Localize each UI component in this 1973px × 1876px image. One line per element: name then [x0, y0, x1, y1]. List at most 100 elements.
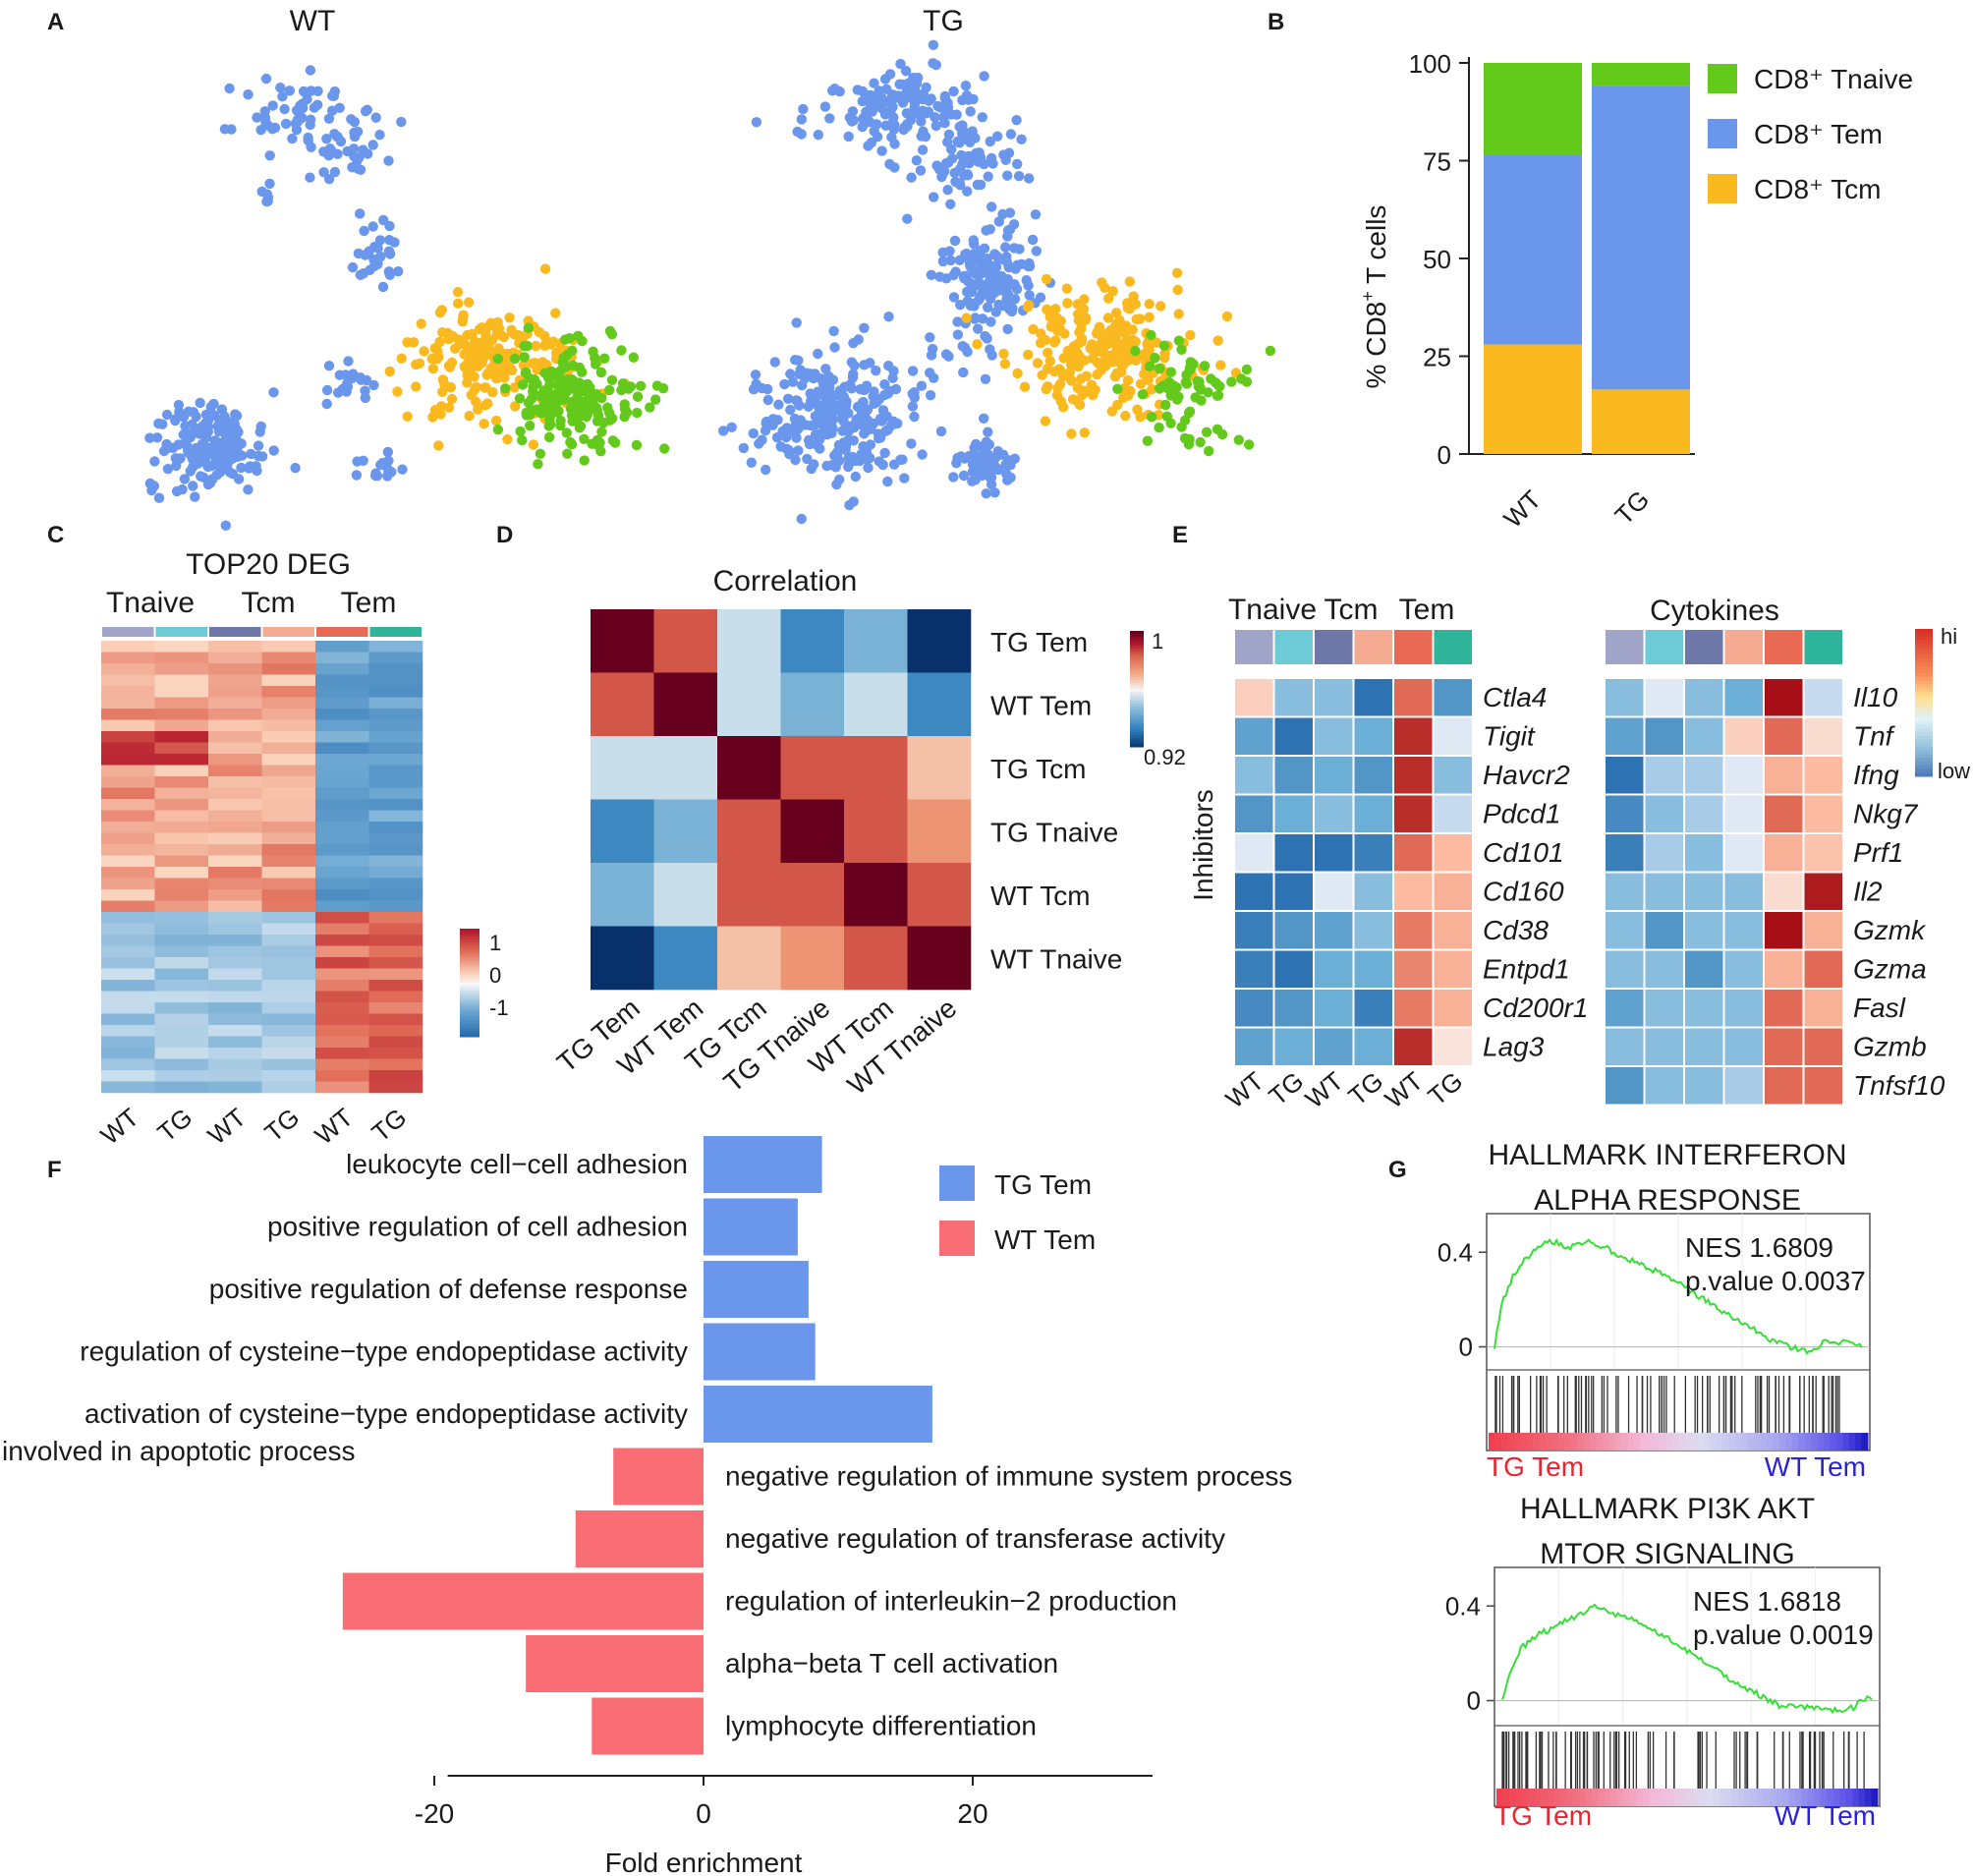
b-y-tick-label: 25 — [1423, 343, 1451, 372]
c-heat-cell — [261, 1058, 316, 1071]
d-colorbar — [1130, 723, 1144, 727]
c-heat-cell — [261, 980, 316, 992]
e-cytokine-cell — [1802, 715, 1844, 757]
d-heat-cell — [591, 799, 654, 864]
tsne-tg-point-tem — [909, 103, 920, 114]
c-heat-cell — [261, 641, 316, 653]
c-heat-cell — [315, 663, 369, 675]
d-heat-cell — [653, 672, 718, 737]
c-heat-cell — [368, 1025, 423, 1037]
g-rank-bar — [1680, 1789, 1688, 1806]
tsne-tg-point-tem — [916, 380, 928, 391]
tsne-tg-point-tem — [925, 390, 936, 401]
tsne-wt-point-tnaive — [567, 404, 578, 416]
tsne-tg-point-tnaive — [1233, 434, 1245, 445]
e-cytokine-cell — [1604, 715, 1646, 757]
tsne-wt-point-tem — [179, 474, 191, 484]
tsne-wt-point-tnaive — [566, 439, 578, 450]
tsne-tg-point-tem — [861, 447, 873, 458]
tsne-tg-point-tcm — [1215, 360, 1226, 370]
tsne-tg-point-tem — [991, 131, 1003, 142]
g-rank-bar — [1767, 1433, 1774, 1450]
e-legend-gradient — [1915, 647, 1933, 652]
d-title: Correlation — [713, 565, 858, 597]
c-heat-cell — [101, 1025, 155, 1037]
g-rank-bar — [1773, 1433, 1780, 1450]
tsne-wt-point-tem — [321, 398, 332, 410]
tsne-tg-point-tem — [804, 438, 816, 450]
tsne-tg-point-tem — [921, 108, 931, 119]
c-heat-cell — [208, 810, 262, 823]
tsne-tg-point-tem — [889, 139, 900, 149]
tsne-tg-point-tem — [796, 513, 807, 525]
c-heat-cell — [315, 900, 369, 913]
e-inhibitor-cell — [1432, 871, 1474, 912]
tsne-wt-point-tnaive — [599, 353, 610, 364]
c-title: TOP20 DEG — [186, 548, 351, 581]
g-right-label: WT Tem — [1765, 1451, 1866, 1482]
e-inhibitor-cell — [1352, 832, 1394, 874]
g-rank-bar — [1610, 1789, 1618, 1806]
tsne-wt-point-tnaive — [562, 448, 573, 459]
tsne-wt-point-tem — [355, 164, 366, 175]
tsne-tg-point-tem — [986, 201, 997, 212]
e-cytokine-cell — [1802, 1026, 1844, 1067]
e-inhibitor-cell — [1392, 715, 1435, 757]
tsne-wt-point-tcm — [474, 352, 485, 363]
tsne-tg-point-tcm — [1076, 373, 1087, 384]
tsne-wt-point-tem — [260, 73, 272, 85]
c-heat-cell — [154, 686, 209, 698]
e-cytokine-cell — [1763, 677, 1805, 718]
tsne-tg-point-tem — [1006, 306, 1018, 317]
tsne-tg-point-tem — [1002, 323, 1013, 335]
tsne-tg-point-tem — [930, 59, 941, 71]
e-inhibitor-cell — [1352, 988, 1394, 1029]
g-rank-bar — [1559, 1789, 1567, 1806]
d-heat-cell — [717, 736, 781, 800]
e-cytokine-cell — [1683, 910, 1725, 951]
c-heat-cell — [101, 663, 155, 675]
d-colorbar — [1130, 674, 1144, 678]
tsne-tg-point-tem — [1002, 274, 1013, 285]
tsne-wt-point-tcm — [437, 386, 448, 397]
e-inhibitor-cell — [1233, 910, 1275, 951]
tsne-wt-point-tcm — [498, 331, 509, 343]
c-group-label: Tnaive — [106, 587, 195, 619]
e-legend-gradient — [1915, 768, 1933, 773]
c-heat-cell — [368, 663, 423, 675]
tsne-wt-point-tem — [342, 145, 353, 157]
tsne-tg-point-tcm — [1087, 353, 1099, 364]
c-heat-cell — [368, 697, 423, 710]
tsne-tg-point-tem — [877, 405, 889, 416]
tsne-tg-point-tcm — [1061, 283, 1073, 294]
tsne-tg-point-tem — [831, 449, 842, 460]
c-heat-cell — [101, 957, 155, 969]
d-colorbar — [1130, 665, 1144, 669]
tsne-tg-point-tem — [979, 158, 989, 170]
tsne-tg-point-tem — [814, 434, 825, 445]
c-heat-cell — [368, 900, 423, 913]
c-heat-cell — [208, 957, 262, 969]
c-heat-cell — [101, 709, 155, 720]
tsne-tg-point-tem — [964, 158, 975, 169]
e-annotation-bar — [1394, 630, 1433, 664]
e-inhibitor-cell — [1272, 1026, 1315, 1067]
tsne-tg-point-tcm — [1072, 299, 1084, 310]
panel-a: A WT TG — [47, 5, 1276, 531]
tsne-tg-point-tem — [864, 89, 875, 101]
tsne-wt-point-tem — [298, 85, 310, 97]
d-row-label: WT Tnaive — [990, 944, 1122, 975]
e-inhibitor-cell — [1313, 832, 1355, 874]
tsne-wt-point-tcm — [384, 366, 395, 377]
tsne-wt-point-tnaive — [531, 404, 542, 415]
e-cytokine-cell — [1643, 948, 1685, 990]
d-heat-cell — [653, 863, 718, 927]
tsne-wt-point-tem — [253, 450, 263, 462]
tsne-tg-point-tcm — [1212, 335, 1223, 346]
c-legend-gradient — [460, 991, 479, 995]
tsne-tg-point-tem — [896, 79, 907, 90]
tsne-tg-point-tem — [993, 216, 1004, 227]
c-heat-cell — [101, 810, 155, 823]
g-y-tick-label: 0 — [1467, 1686, 1481, 1716]
b-legend-label: CD8⁺ Tcm — [1754, 174, 1881, 204]
